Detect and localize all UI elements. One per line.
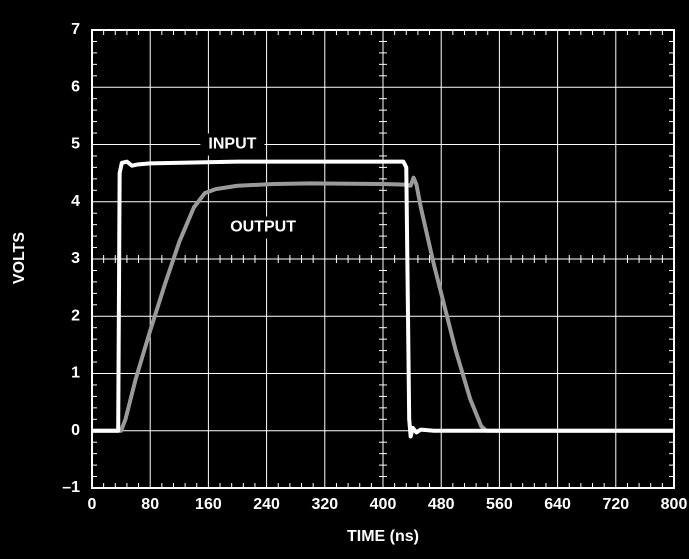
annotation-background [222, 216, 305, 239]
x-tick-label: 80 [141, 496, 159, 513]
x-tick-label: 240 [253, 496, 280, 513]
x-tick-label: 0 [88, 496, 97, 513]
x-tick-label: 320 [311, 496, 338, 513]
x-tick-label: 720 [602, 496, 629, 513]
x-tick-label: 560 [486, 496, 513, 513]
y-tick-label: 6 [71, 78, 80, 95]
y-tick-label: 3 [71, 250, 80, 267]
y-tick-label: 2 [71, 307, 80, 324]
x-tick-label: 160 [195, 496, 222, 513]
y-tick-label: 1 [71, 365, 80, 382]
y-tick-label: 7 [71, 21, 80, 38]
annotation-background [200, 133, 265, 156]
y-tick-label: 0 [71, 422, 80, 439]
x-tick-label: 640 [544, 496, 571, 513]
y-tick-label: 4 [71, 193, 80, 210]
y-tick-label: 5 [71, 136, 80, 153]
data-line [92, 175, 674, 433]
y-tick-label: –1 [62, 479, 80, 496]
data-line [92, 159, 674, 439]
x-tick-label: 480 [428, 496, 455, 513]
annotation: OUTPUT [230, 219, 296, 236]
x-tick-label: 400 [370, 496, 397, 513]
y-axis-label: VOLTS [11, 232, 28, 284]
x-axis-label: TIME (ns) [347, 528, 419, 545]
annotation: INPUT [208, 136, 256, 153]
x-tick-label: 800 [661, 496, 688, 513]
